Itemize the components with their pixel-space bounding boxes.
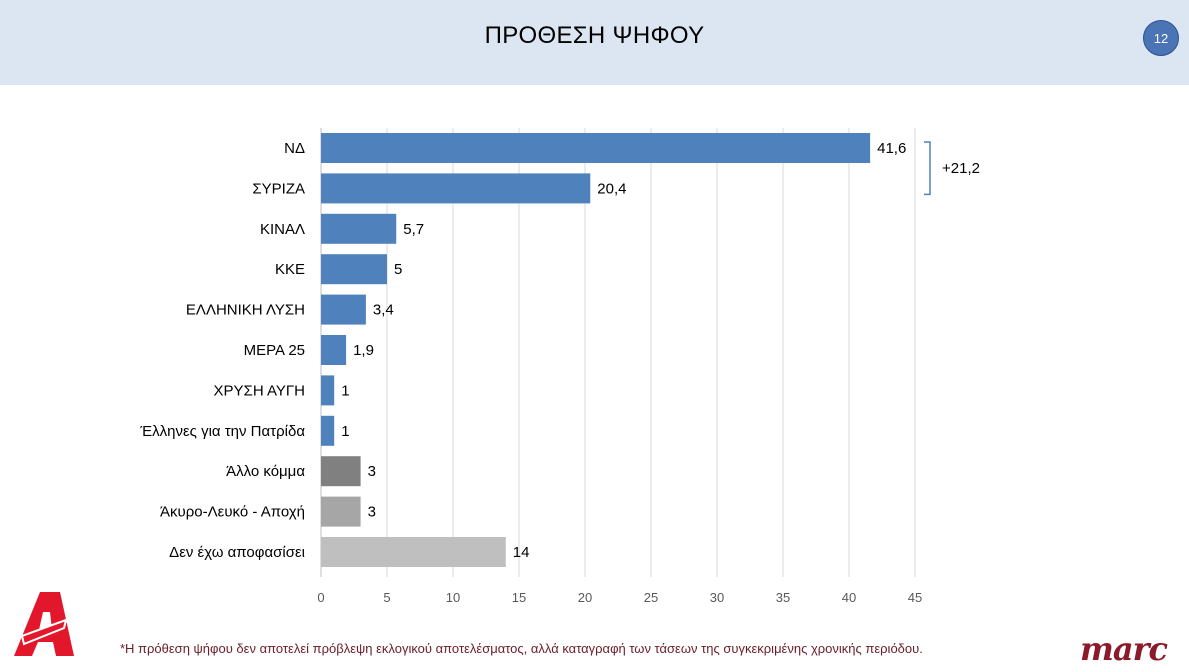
bar [321,133,871,163]
bar [321,496,361,527]
data-label: 20,4 [597,180,626,197]
x-tick-label: 25 [644,590,658,605]
bar [321,294,366,325]
difference-annotation: +21,2 [942,160,980,177]
category-label: Άκυρο-Λευκό - Αποχή [160,504,305,521]
bar [321,173,591,204]
category-label: ΧΡΥΣΗ ΑΥΓΗ [214,382,305,399]
data-label: 1 [341,382,349,399]
category-label: ΜΕΡΑ 25 [244,342,305,359]
footnote: *Η πρόθεση ψήφου δεν αποτελεί πρόβλεψη ε… [120,641,923,656]
category-label: Άλλο κόμμα [226,463,305,480]
data-label: 1,9 [353,342,374,359]
category-label: ΕΛΛΗΝΙΚΗ ΛΥΣΗ [186,302,305,319]
header-band [0,0,1189,85]
category-label: Έλληνες για την Πατρίδα [139,423,305,440]
data-label: 41,6 [877,140,906,157]
bar [321,537,506,567]
data-label: 14 [513,544,530,561]
data-label: 3 [368,504,376,521]
difference-bracket [924,141,931,196]
category-label: ΣΥΡΙΖΑ [252,180,305,197]
page-number-badge: 12 [1143,20,1179,56]
data-label: 3 [368,463,376,480]
x-tick-label: 15 [512,590,526,605]
x-tick-label: 40 [842,590,856,605]
x-tick-label: 30 [710,590,724,605]
bar [321,335,347,365]
category-label: ΝΔ [284,140,305,157]
x-tick-label: 20 [578,590,592,605]
x-tick-label: 10 [446,590,460,605]
bar [321,415,335,446]
bar [321,456,361,487]
bar [321,254,387,285]
data-label: 5 [394,261,402,278]
bar [321,375,335,406]
data-label: 5,7 [403,221,424,238]
bar [321,213,397,244]
x-tick-label: 45 [908,590,922,605]
alpha-logo-icon [12,590,76,665]
page-title: ΠΡΟΘΕΣΗ ΨΗΦΟΥ [484,22,705,49]
marc-logo: marc [1080,630,1168,668]
x-tick-label: 35 [776,590,790,605]
category-label: ΚΙΝΑΛ [260,221,305,238]
category-label: Δεν έχω αποφασίσει [169,544,305,561]
data-label: 3,4 [373,302,394,319]
x-tick-label: 5 [383,590,390,605]
category-label: ΚΚΕ [275,261,305,278]
x-tick-label: 0 [317,590,324,605]
data-label: 1 [341,423,349,440]
